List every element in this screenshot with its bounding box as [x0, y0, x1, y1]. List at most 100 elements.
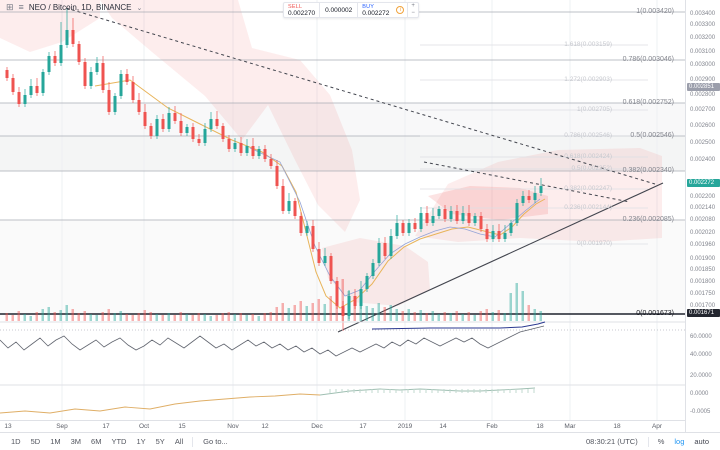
candle-body — [311, 226, 315, 249]
log-scale-button[interactable]: log — [674, 437, 685, 446]
candle-body — [245, 146, 249, 153]
price-tick-label: 0.002140 — [690, 205, 716, 211]
price-tick-label: 0.002500 — [690, 140, 716, 146]
candle-body — [365, 276, 369, 289]
candle-body — [509, 223, 513, 233]
toolbar-divider — [192, 436, 194, 447]
price-tick-label: 0.002020 — [690, 230, 716, 236]
volume-bar — [47, 307, 50, 321]
percent-scale-button[interactable]: % — [657, 437, 665, 446]
fib-extension-label: 0(0.001970) — [576, 240, 612, 247]
range-buttons: 1D 5D 1M 3M 6M YTD 1Y 5Y All — [6, 435, 188, 448]
oscillator-signal-line — [371, 321, 546, 330]
order-panel: SELL 0.002270 0.000002 BUY 0.002272 i + … — [283, 2, 419, 18]
kijun-line — [94, 79, 546, 309]
candle-body — [119, 74, 123, 96]
candle-body — [377, 243, 381, 263]
candle-body — [275, 166, 279, 186]
volume-bar — [425, 313, 428, 321]
clock-display[interactable]: 08:30:21 (UTC) — [586, 437, 638, 446]
range-button-3m[interactable]: 3M — [70, 437, 82, 446]
candle-body — [215, 119, 219, 126]
candle-body — [437, 209, 441, 216]
toolbar-divider — [647, 436, 649, 447]
volume-bar — [533, 309, 536, 321]
volume-bar — [353, 299, 356, 321]
range-button-5d[interactable]: 5D — [30, 437, 41, 446]
fib-extension-label: 1.272(0.002903) — [564, 76, 612, 83]
candle-body — [383, 243, 387, 256]
volume-bar — [131, 315, 134, 321]
volume-bar — [23, 314, 26, 321]
range-button-6m[interactable]: 6M — [91, 437, 102, 446]
volume-bar — [413, 312, 416, 321]
volume-bar — [59, 310, 62, 321]
date-label: 18 — [536, 423, 544, 430]
price-axis[interactable]: 0.003400 0.003300 0.003200 0.003100 0.003000… — [685, 0, 720, 432]
menu-icon[interactable]: ≡ — [18, 2, 24, 12]
volume-bar — [515, 283, 518, 321]
candle-body — [413, 223, 417, 229]
candle-body — [515, 203, 519, 223]
ichimoku-cloud — [415, 148, 662, 242]
date-label: Mar — [564, 423, 576, 430]
decrease-button[interactable]: − — [411, 10, 415, 16]
candle-body — [455, 211, 459, 221]
increase-button[interactable]: + — [411, 3, 415, 9]
range-button-all[interactable]: All — [174, 437, 184, 446]
candle-body — [233, 143, 237, 149]
time-axis[interactable]: 13 Sep 17 Oct 15 Nov 12 Dec 17 2019 14 Feb 18 Mar 18 Ap… — [0, 420, 685, 432]
dashed-trendline — [423, 161, 631, 203]
price-tag: 0.001671 — [687, 309, 720, 317]
symbol-title[interactable]: NEO / Bitcoin, 1D, BINANCE — [28, 3, 132, 12]
candle-body — [17, 92, 21, 104]
info-icon[interactable]: i — [393, 3, 407, 17]
candle-body — [203, 129, 207, 143]
range-button-1m[interactable]: 1M — [50, 437, 61, 446]
goto-button[interactable]: Go to... — [203, 437, 228, 446]
candle-body — [77, 44, 81, 62]
candle-body — [125, 74, 129, 82]
price-tick-label: 0.002200 — [690, 194, 716, 200]
oscillator-line — [0, 325, 545, 357]
price-tick-label: 0.003300 — [690, 22, 716, 28]
candle-body — [257, 149, 261, 156]
range-button-1y[interactable]: 1Y — [136, 437, 146, 446]
candle-body — [341, 306, 345, 316]
candle-body — [89, 72, 93, 86]
fib-level-label: 0(0.001673) — [636, 310, 674, 317]
candle-body — [305, 226, 309, 233]
volume-bar — [269, 312, 272, 321]
candle-body — [395, 223, 399, 236]
candle-body — [479, 216, 483, 229]
candle-body — [65, 30, 69, 45]
candle-body — [407, 223, 411, 233]
auto-scale-button[interactable]: auto — [694, 437, 709, 446]
candle-body — [401, 223, 405, 233]
range-button-5y[interactable]: 5Y — [155, 437, 165, 446]
ichimoku-cloud — [252, 48, 360, 232]
fib-level-label: 0.786(0.003046) — [622, 56, 674, 63]
volume-bar — [215, 315, 218, 321]
buy-button[interactable]: BUY 0.002272 — [358, 3, 393, 17]
sell-button[interactable]: SELL 0.002270 — [284, 3, 319, 17]
price-tick-label: 20.0000 — [690, 373, 712, 379]
range-button-ytd[interactable]: YTD — [111, 437, 127, 446]
date-label: Sep — [56, 423, 68, 430]
candle-body — [191, 127, 195, 139]
chart-legend[interactable]: ⊞ ≡ NEO / Bitcoin, 1D, BINANCE ⌄ — [6, 2, 142, 13]
watchlist-add-icon[interactable]: ⊞ — [6, 2, 14, 12]
volume-bar — [293, 305, 296, 321]
candle-body — [299, 216, 303, 233]
candle-body — [227, 139, 231, 149]
fib-extension-label: 1.618(0.003159) — [564, 41, 612, 48]
price-tick-label: 0.003200 — [690, 35, 716, 41]
candle-body — [197, 139, 201, 143]
date-label: 17 — [359, 423, 367, 430]
date-label: 14 — [439, 423, 447, 430]
range-button-1d[interactable]: 1D — [11, 437, 21, 446]
volume-bar — [209, 316, 212, 321]
date-label: 13 — [4, 423, 12, 430]
fib-extension-label: 0.618(0.002424) — [564, 153, 612, 160]
